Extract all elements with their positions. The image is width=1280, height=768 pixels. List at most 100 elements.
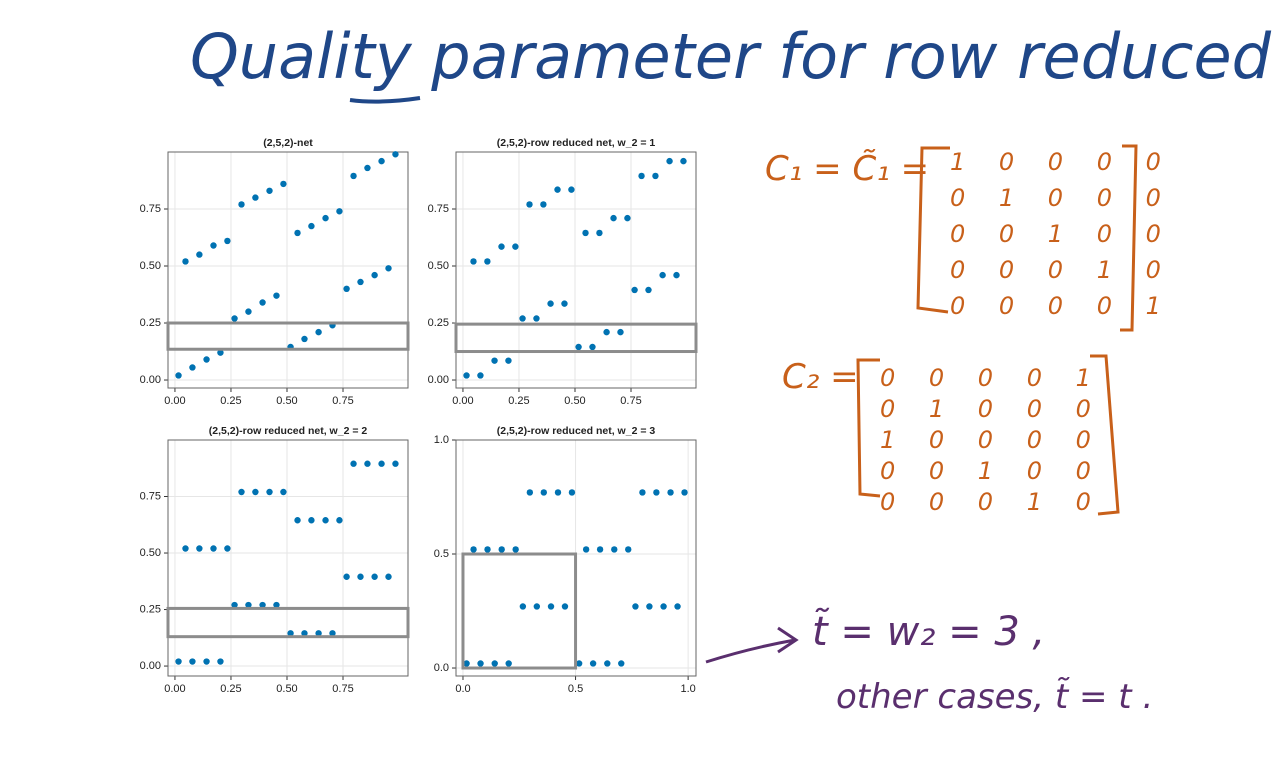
point — [231, 601, 238, 609]
point — [660, 603, 667, 610]
x-tick-label: 0.25 — [220, 683, 241, 695]
note: other cases, t̃ = t . — [836, 677, 1153, 717]
point — [266, 187, 273, 194]
bracket — [1120, 144, 1138, 332]
point — [618, 660, 625, 667]
point — [596, 229, 603, 237]
plot-title: (2,5,2)-row reduced net, w_2 = 2 — [209, 425, 368, 437]
y-tick-label: 0.25 — [140, 317, 161, 329]
point — [533, 315, 540, 322]
x-tick-label: 0.5 — [568, 683, 583, 695]
point — [491, 660, 498, 667]
point — [596, 546, 604, 553]
y-tick-label: 0.75 — [140, 490, 161, 502]
point — [203, 658, 210, 665]
plot: 0.0 0.5 1.0 0.0 0.5 1.0 (2,5,2)-row reduced ne… — [434, 425, 697, 695]
point — [667, 489, 674, 496]
point — [364, 460, 371, 467]
point — [554, 186, 561, 193]
point — [645, 286, 652, 294]
x-tick-label: 0.50 — [564, 395, 585, 407]
point — [371, 573, 378, 580]
point — [378, 157, 385, 165]
point — [477, 372, 484, 379]
point — [547, 300, 554, 307]
point — [575, 660, 583, 667]
point — [273, 292, 280, 299]
point — [301, 335, 308, 343]
matrix-row: 0 1 0 0 0 — [950, 184, 1171, 212]
point — [245, 308, 252, 315]
point — [666, 157, 673, 165]
y-tick-label: 0.0 — [434, 662, 449, 674]
point — [653, 489, 660, 496]
point — [519, 315, 526, 322]
point — [589, 343, 596, 351]
arrow — [705, 626, 799, 664]
point — [252, 194, 259, 201]
y-tick-label: 0.50 — [140, 547, 161, 559]
point — [604, 660, 611, 667]
plot-frame — [167, 439, 409, 677]
x-tick-label: 0.75 — [332, 683, 353, 695]
matrix-row: 1 0 0 0 0 — [880, 426, 1101, 454]
point — [238, 488, 245, 496]
point — [315, 630, 322, 637]
x-tick-label: 0.00 — [164, 683, 185, 695]
point — [681, 489, 688, 496]
point — [561, 603, 569, 610]
x-tick-label: 0.50 — [276, 683, 297, 695]
point — [582, 229, 589, 237]
y-tick-label: 0.00 — [428, 374, 449, 386]
point — [519, 603, 527, 610]
plot-area — [168, 440, 408, 676]
point — [624, 214, 631, 222]
point — [674, 603, 681, 610]
point — [350, 460, 357, 467]
y-tick-label: 0.00 — [140, 374, 161, 386]
point — [224, 545, 231, 552]
matrix-2: 0 0 0 0 1 0 1 0 0 0 1 0 0 0 0 0 0 1 0 0 0 0 … — [880, 364, 1101, 516]
point — [238, 201, 245, 208]
point — [217, 658, 224, 665]
point — [294, 229, 301, 237]
point — [547, 603, 555, 610]
point — [659, 271, 666, 279]
matrix-1: 1 0 0 0 0 0 1 0 0 0 0 0 1 0 0 0 0 0 1 0 0 0 … — [950, 148, 1171, 320]
point — [463, 660, 470, 667]
bracket — [1090, 354, 1120, 516]
underline — [349, 96, 421, 104]
highlight-box — [166, 321, 410, 351]
point — [603, 328, 610, 336]
point — [322, 517, 329, 524]
point — [266, 488, 273, 496]
matrix-1-label: C₁ = C̃₁ = — [765, 149, 929, 189]
highlight-box — [166, 606, 410, 639]
point — [540, 201, 547, 208]
bracket — [916, 146, 950, 314]
matrix-row: 0 0 0 0 1 — [950, 292, 1171, 320]
point — [463, 372, 470, 379]
point — [561, 300, 568, 307]
point — [189, 364, 196, 371]
point — [392, 151, 399, 158]
point — [477, 660, 484, 667]
point — [231, 315, 238, 322]
bracket — [856, 358, 881, 498]
y-tick-label: 0.75 — [428, 203, 449, 215]
point — [252, 488, 259, 496]
point — [259, 299, 266, 306]
point — [484, 546, 491, 553]
x-tick-label: 0.50 — [276, 395, 297, 407]
point — [526, 201, 533, 208]
x-tick-label: 1.0 — [680, 683, 695, 695]
point — [308, 517, 315, 524]
point — [336, 208, 343, 215]
point — [294, 517, 301, 524]
point — [638, 172, 645, 180]
point — [505, 660, 512, 667]
point — [245, 601, 252, 609]
matrix-row: 1 0 0 0 0 — [950, 148, 1171, 176]
point — [336, 517, 343, 524]
